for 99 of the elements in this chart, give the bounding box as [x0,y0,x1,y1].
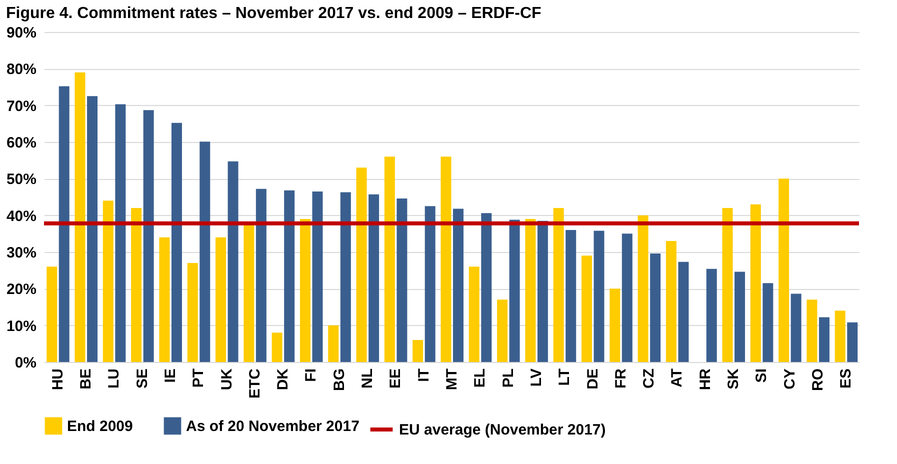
bar [102,200,114,362]
x-tick-label: HR [696,368,714,390]
bar [396,198,408,362]
bar [818,317,830,362]
bar [58,86,70,362]
bar [622,234,632,362]
x-tick-label: SE [134,368,151,389]
bar [553,208,564,362]
bar [750,204,761,362]
bar [384,156,395,362]
x-tick-label: SI [753,368,770,383]
bar [131,208,142,362]
x-tick-label: SK [725,368,742,390]
bar [228,161,238,362]
bar [453,208,464,362]
legend-label: End 2009 [67,418,133,435]
bar [537,220,548,362]
bar [847,322,858,362]
bar [256,188,266,362]
bar [650,253,661,362]
bar [666,241,676,362]
bar [46,266,58,362]
bar [440,156,452,362]
bar [187,263,198,362]
x-tick-label: AT [668,368,686,388]
x-tick-label: PL [500,368,517,388]
bar [340,192,351,362]
y-tick-label: 10% [6,318,36,335]
x-tick-label: LU [106,368,123,388]
bar [834,310,846,362]
bar [200,142,210,362]
x-tick-label: BG [330,368,348,391]
bar [778,178,790,362]
bar [115,104,126,362]
x-tick-label: ES [838,368,855,389]
bar [678,262,689,362]
bar [762,283,774,362]
x-tick-label: CY [781,368,798,390]
x-tick-label: FR [612,368,630,388]
y-tick-label: 40% [6,208,36,225]
y-tick-label: 30% [6,244,36,262]
bar [143,110,154,362]
x-tick-label: IE [162,368,179,383]
bar [468,266,480,362]
bar [706,268,717,362]
bar [566,230,576,362]
bar [497,300,508,362]
x-tick-label: ETC [246,368,264,398]
x-tick-label: PT [190,368,208,388]
x-tick-label: LT [556,368,574,386]
x-tick-label: LV [528,368,545,387]
x-tick-label: DE [584,368,602,390]
y-tick-label: 50% [6,171,36,188]
bar [159,237,170,362]
bar [638,215,648,362]
bar [356,168,367,362]
x-tick-label: BE [78,368,95,390]
x-tick-label: HU [49,368,66,390]
bar [216,237,226,362]
bar [312,192,323,362]
chart-title: Figure 4. Commitment rates – November 2017 vs. end 2009 – ERDF-CF [6,5,542,22]
y-tick-label: 20% [6,281,36,298]
bar [581,256,592,362]
bar [328,325,339,362]
bar [806,300,818,362]
bar [525,219,536,362]
x-tick-label: IT [415,368,432,382]
bar [171,122,182,362]
x-tick-label: EL [472,368,489,388]
bar [87,96,98,362]
y-tick-label: 70% [6,98,36,115]
x-tick-label: MT [444,368,460,390]
x-tick-label: NL [359,368,376,388]
x-tick-label: FI [302,368,320,382]
x-tick-label: CZ [640,368,658,388]
bar [284,190,295,362]
bar [272,332,282,362]
bar [300,219,310,362]
bar [368,194,380,362]
bar [481,213,492,362]
bar [509,220,520,362]
bar [790,294,802,362]
y-tick-label: 90% [6,24,36,42]
x-tick-label: UK [218,368,236,390]
x-tick-label: EE [387,368,404,389]
bar [594,230,604,362]
bar [74,72,86,362]
x-tick-label: DK [274,368,292,390]
bar [424,206,436,362]
y-tick-label: 80% [6,61,36,78]
bar [412,340,424,362]
bar [722,208,733,362]
legend-label: As of 20 November 2017 [186,418,360,435]
y-tick-label: 0% [14,354,36,372]
y-tick-label: 60% [6,134,36,152]
x-tick-label: RO [809,368,826,391]
bar [610,288,620,362]
bar [734,272,746,362]
legend-label: EU average (November 2017) [399,422,606,438]
